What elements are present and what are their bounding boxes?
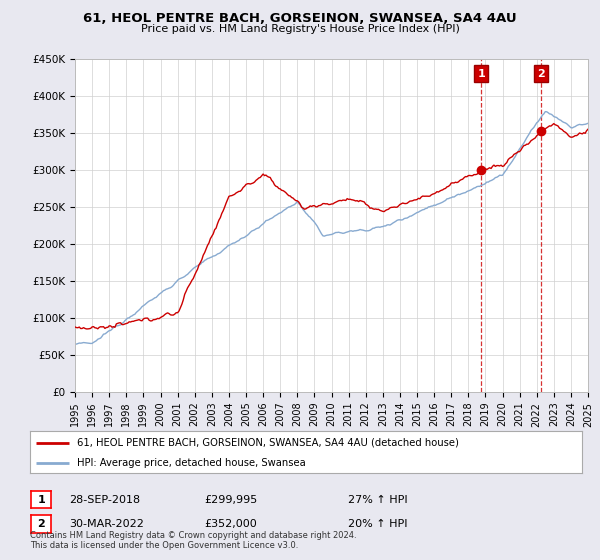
Text: 61, HEOL PENTRE BACH, GORSEINON, SWANSEA, SA4 4AU (detached house): 61, HEOL PENTRE BACH, GORSEINON, SWANSEA… xyxy=(77,438,459,448)
Text: HPI: Average price, detached house, Swansea: HPI: Average price, detached house, Swan… xyxy=(77,458,305,468)
Text: 1: 1 xyxy=(37,494,45,505)
Text: 61, HEOL PENTRE BACH, GORSEINON, SWANSEA, SA4 4AU: 61, HEOL PENTRE BACH, GORSEINON, SWANSEA… xyxy=(83,12,517,25)
Text: 27% ↑ HPI: 27% ↑ HPI xyxy=(348,494,407,505)
Text: Contains HM Land Registry data © Crown copyright and database right 2024.
This d: Contains HM Land Registry data © Crown c… xyxy=(30,530,356,550)
Text: 1: 1 xyxy=(477,69,485,78)
Text: 28-SEP-2018: 28-SEP-2018 xyxy=(69,494,140,505)
Text: 2: 2 xyxy=(537,69,545,78)
Text: 20% ↑ HPI: 20% ↑ HPI xyxy=(348,519,407,529)
Text: £299,995: £299,995 xyxy=(204,494,257,505)
Text: 30-MAR-2022: 30-MAR-2022 xyxy=(69,519,144,529)
Text: 2: 2 xyxy=(37,519,45,529)
Text: £352,000: £352,000 xyxy=(204,519,257,529)
Text: Price paid vs. HM Land Registry's House Price Index (HPI): Price paid vs. HM Land Registry's House … xyxy=(140,24,460,34)
